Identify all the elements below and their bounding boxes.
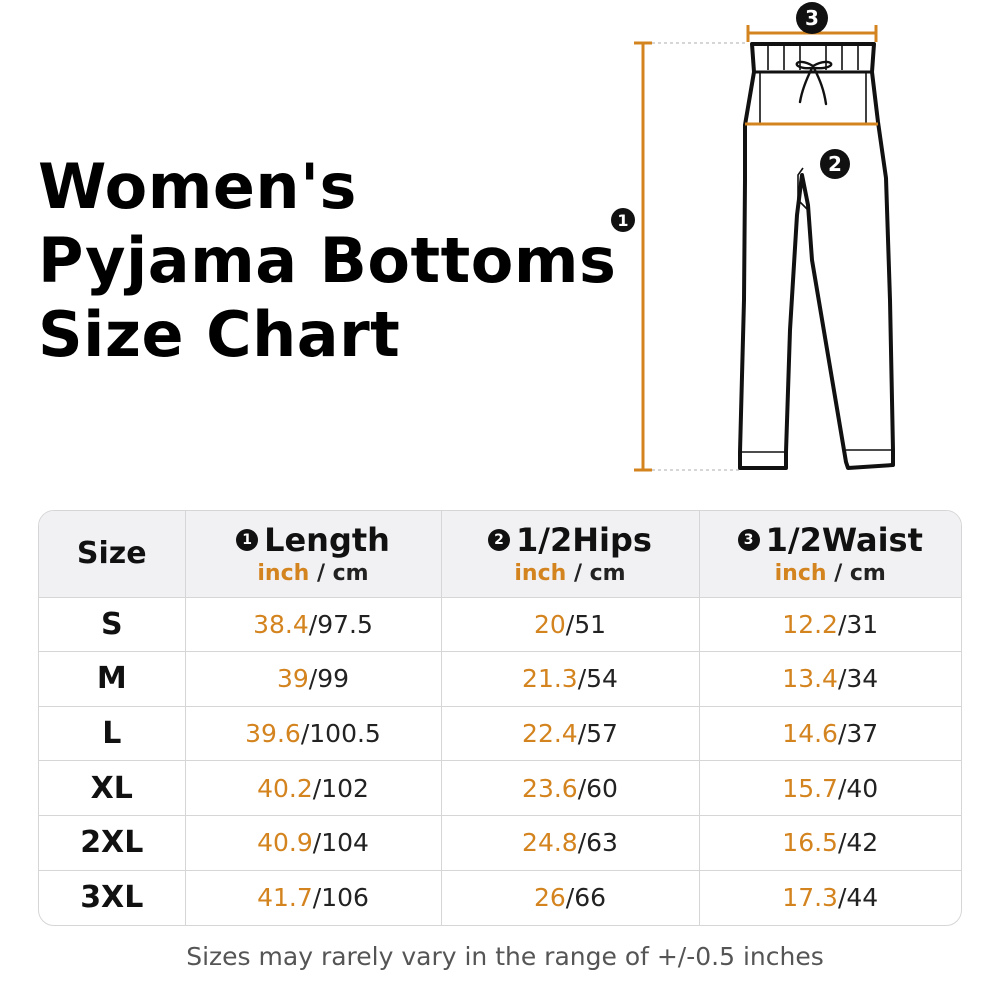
- size-cell: 3XL: [39, 870, 186, 925]
- size-column-header: Size: [39, 511, 186, 598]
- hips-cell: 21.3/54: [441, 651, 700, 707]
- marker-3-icon: 3: [796, 2, 828, 34]
- waist-cell: 14.6/37: [699, 706, 961, 762]
- hips-cell: 23.6/60: [441, 760, 700, 817]
- table-row: M 39/99 21.3/54 13.4/34: [39, 651, 961, 707]
- table-row: 3XL 41.7/106 26/66 17.3/44: [39, 870, 961, 925]
- waist-cell: 16.5/42: [699, 815, 961, 871]
- length-column-header: 1 Length inch / cm: [185, 511, 442, 598]
- pants-outline: [738, 42, 895, 470]
- hips-column-header: 2 1/2Hips inch / cm: [441, 511, 700, 598]
- hips-cell: 20/51: [441, 597, 700, 653]
- table-row: XL 40.2/102 23.6/60 15.7/40: [39, 760, 961, 817]
- length-unit-label: inch / cm: [257, 561, 369, 587]
- length-cell: 40.2/102: [185, 760, 442, 817]
- waist-header-label: 1/2Waist: [765, 521, 923, 560]
- table-header-row: Size 1 Length inch / cm 2 1/2Hips: [39, 511, 961, 598]
- hips-cell: 24.8/63: [441, 815, 700, 871]
- page-title: Women's Pyjama Bottoms Size Chart: [38, 150, 638, 372]
- waist-cell: 15.7/40: [699, 760, 961, 817]
- marker-1-icon: 1: [236, 529, 259, 552]
- hips-unit-label: inch / cm: [514, 561, 626, 587]
- size-cell: 2XL: [39, 815, 186, 871]
- waist-cell: 13.4/34: [699, 651, 961, 707]
- pants-diagram: 1 2 3: [611, 2, 895, 472]
- title-line-1: Women's: [38, 150, 357, 223]
- marker-1-icon: 1: [611, 208, 635, 232]
- waist-unit-label: inch / cm: [774, 561, 886, 587]
- waist-cell: 12.2/31: [699, 597, 961, 653]
- svg-text:1: 1: [617, 211, 628, 230]
- title-line-3: Size Chart: [38, 298, 401, 371]
- length-cell: 40.9/104: [185, 815, 442, 871]
- length-cell: 38.4/97.5: [185, 597, 442, 653]
- size-table: Size 1 Length inch / cm 2 1/2Hips: [38, 510, 962, 926]
- length-cell: 39.6/100.5: [185, 706, 442, 762]
- table-row: S 38.4/97.5 20/51 12.2/31: [39, 597, 961, 653]
- waist-column-header: 3 1/2Waist inch / cm: [699, 511, 961, 598]
- waist-cell: 17.3/44: [782, 883, 879, 913]
- length-cell: 41.7/106: [185, 870, 442, 925]
- svg-text:3: 3: [805, 6, 819, 30]
- footnote: Sizes may rarely vary in the range of +/…: [186, 942, 824, 971]
- length-measure-line: [634, 41, 748, 472]
- size-cell: M: [39, 651, 186, 707]
- pants-details: [740, 167, 893, 453]
- waistband: [754, 46, 872, 125]
- drawstring: [795, 60, 833, 106]
- hips-cell: 22.4/57: [441, 706, 700, 762]
- length-cell: 39/99: [185, 651, 442, 707]
- svg-text:2: 2: [828, 152, 842, 176]
- length-header-label: Length: [264, 521, 390, 560]
- size-cell: L: [39, 706, 186, 762]
- table-row: L 39.6/100.5 22.4/57 14.6/37: [39, 706, 961, 762]
- title-line-2: Pyjama Bottoms: [38, 224, 617, 297]
- hips-header-label: 1/2Hips: [516, 521, 652, 560]
- hips-cell: 26/66: [441, 870, 700, 925]
- size-cell: S: [39, 597, 186, 653]
- marker-3-icon: 3: [737, 529, 760, 552]
- size-cell: XL: [39, 760, 186, 817]
- marker-2-icon: 2: [488, 529, 511, 552]
- size-header-label: Size: [76, 536, 147, 572]
- table-row: 2XL 40.9/104 24.8/63 16.5/42: [39, 815, 961, 871]
- marker-2-icon: 2: [820, 149, 850, 179]
